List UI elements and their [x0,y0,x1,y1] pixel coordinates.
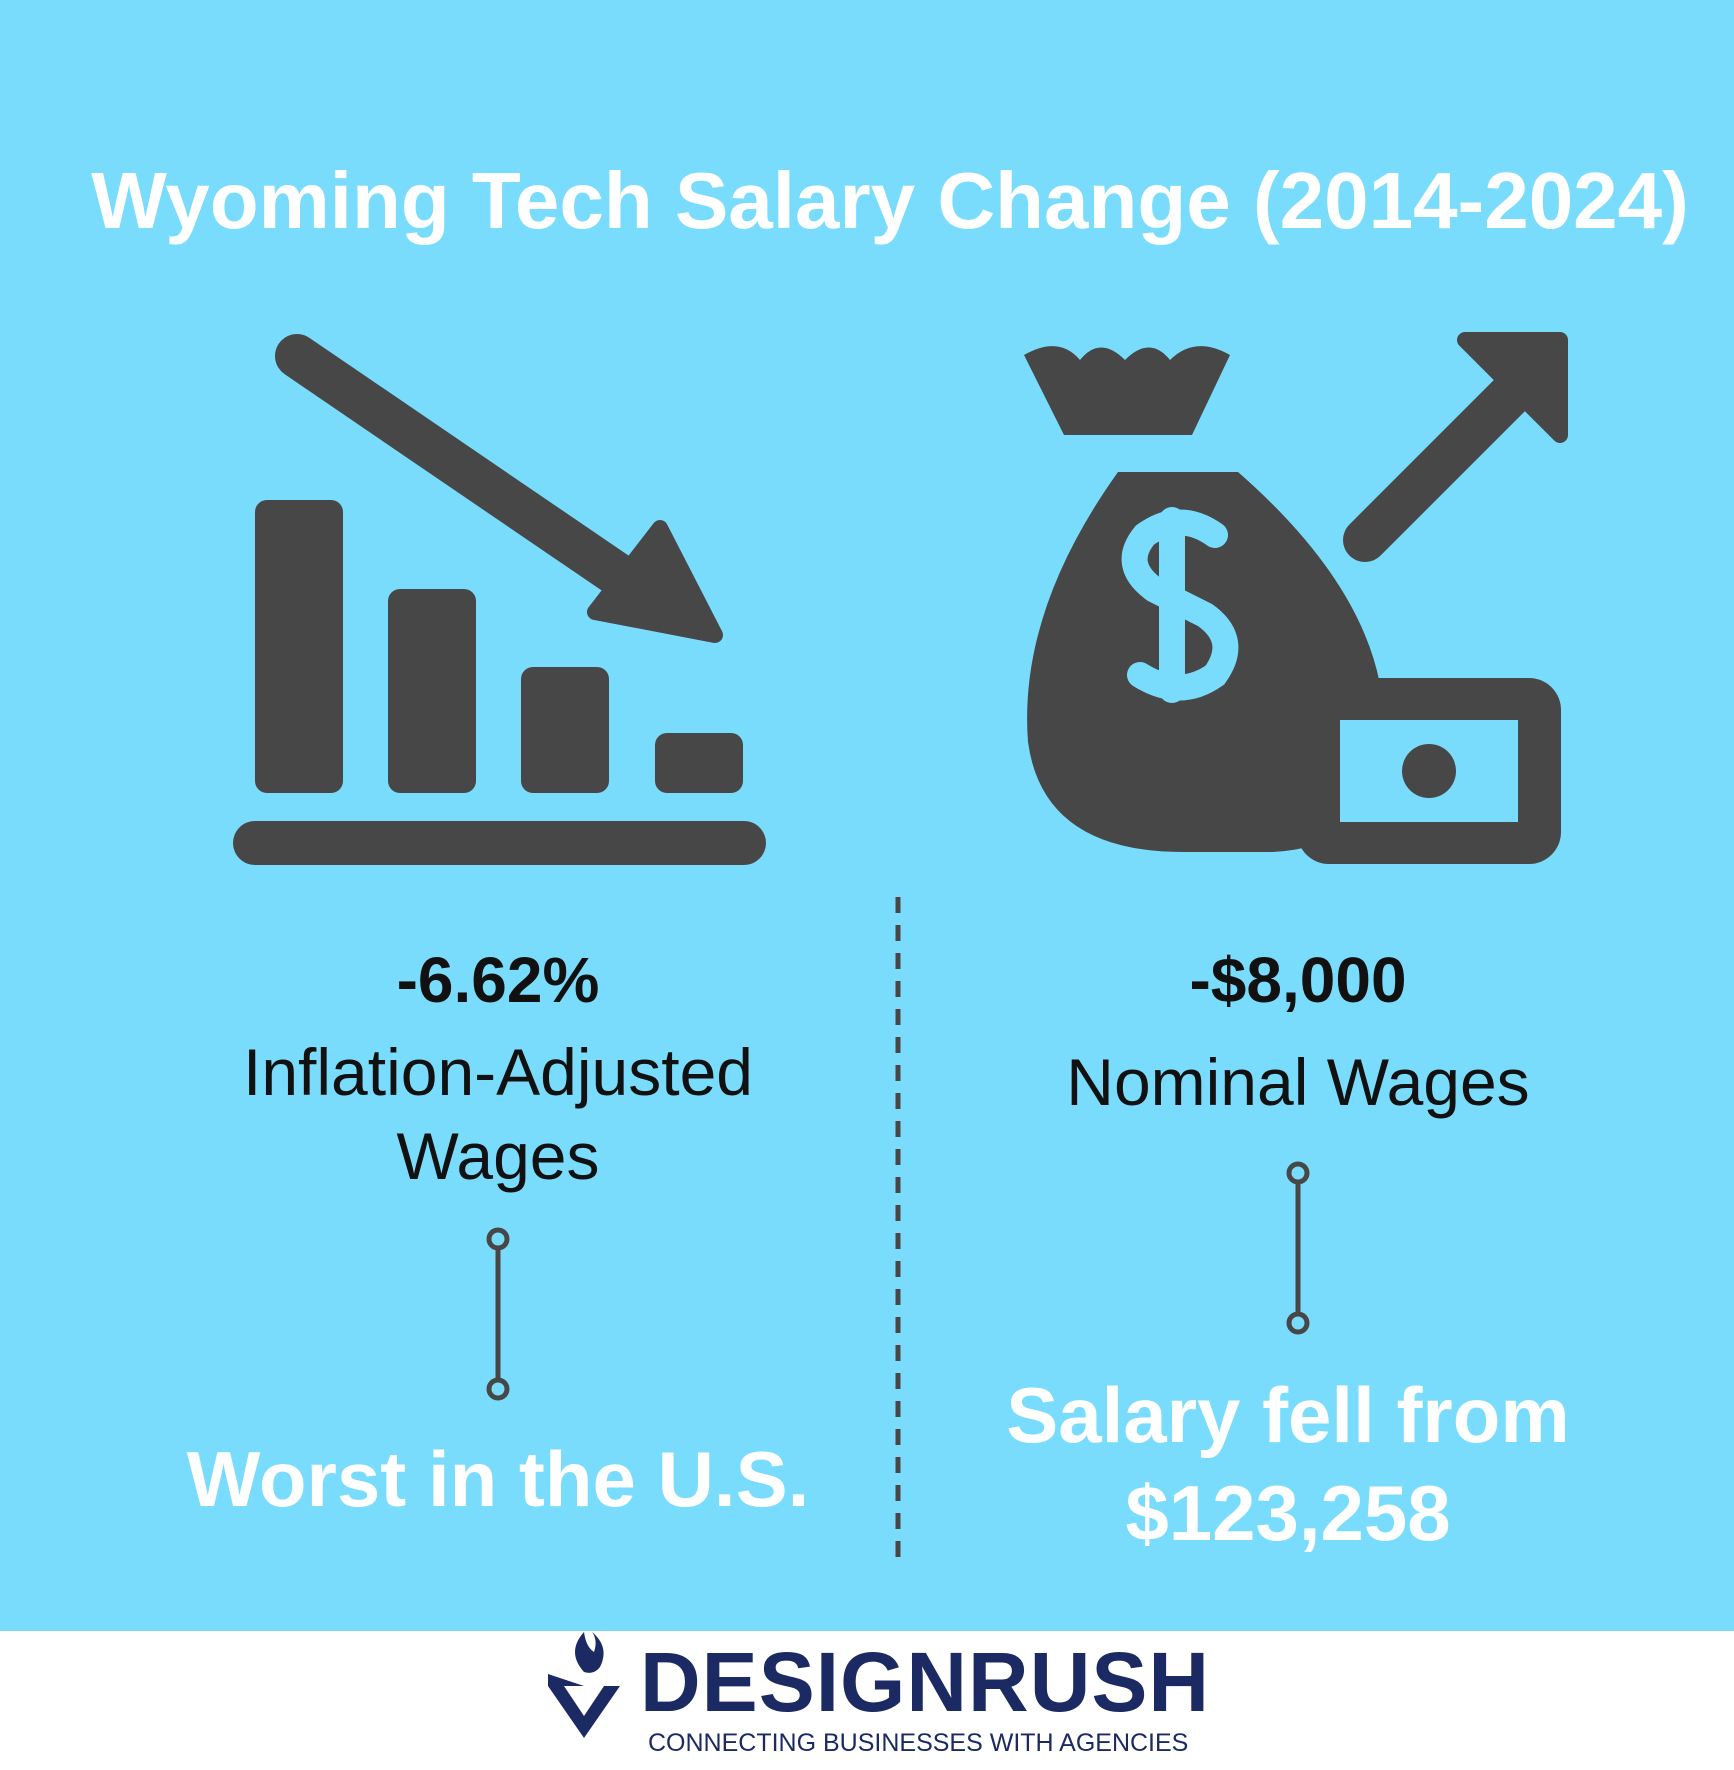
right-note: Salary fell from $123,258 [1006,1371,1570,1557]
brand-tagline: CONNECTING BUSINESSES WITH AGENCIES [648,1729,1189,1757]
left-value: -6.62% [396,944,600,1016]
left-note: Worst in the U.S. [186,1435,810,1523]
title: Wyoming Tech Salary Change (2014-2024) [91,156,1689,245]
right-label: Nominal Wages [1066,1045,1530,1119]
money-bag-icon [1024,332,1568,864]
left-label: Inflation-Adjusted Wages [243,1035,753,1193]
logo-mark [548,1632,620,1738]
connectors [486,1161,1310,1401]
declining-bars-icon [233,334,766,865]
brand-name: DESIGNRUSH [640,1635,1211,1729]
right-value: -$8,000 [1189,944,1407,1016]
